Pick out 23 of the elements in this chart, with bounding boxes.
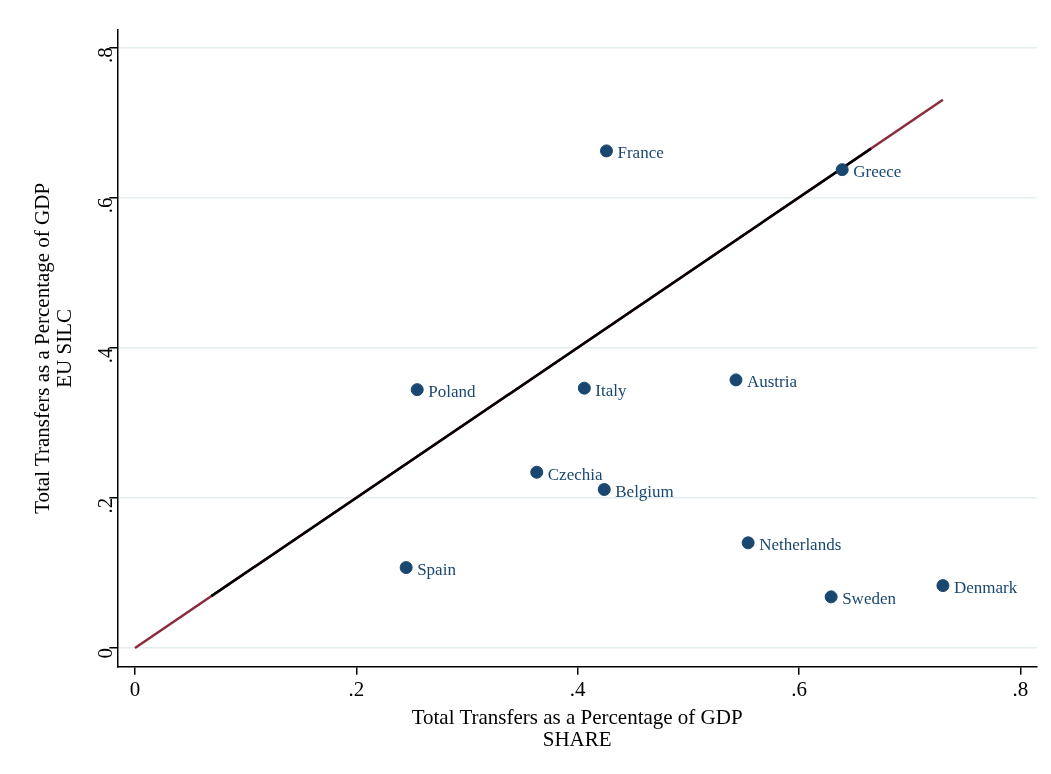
series-label: Belgium (615, 481, 674, 501)
x-tick-label: .2 (348, 676, 365, 701)
y-axis-title: Total Transfers as a Percentage of GDP EU SILC (29, 182, 76, 514)
y-tick-label: .6 (92, 197, 117, 214)
series-label: Netherlands (759, 535, 842, 555)
y-tick-label: .4 (92, 347, 117, 364)
series-label: Denmark (953, 578, 1018, 598)
x-tick-label: .6 (791, 676, 807, 701)
y-tick-label: .2 (92, 497, 117, 514)
series-label: France (617, 143, 664, 163)
series-label: Spain (417, 560, 457, 580)
x-tick-label: .8 (1012, 676, 1029, 701)
series-label: Czechia (547, 464, 603, 484)
series-label: Sweden (842, 589, 897, 609)
x-tick-label: 0 (129, 676, 141, 701)
series-label: Greece (853, 162, 902, 182)
series-label: Poland (428, 382, 476, 402)
x-axis-title: Total Transfers as a Percentage of GDP SHARE (411, 705, 743, 752)
series-label: Austria (746, 372, 798, 392)
series-label: Italy (595, 380, 627, 400)
y-tick-label: 0 (92, 647, 117, 659)
x-tick-label: .4 (569, 676, 587, 701)
y-tick-label: .8 (92, 47, 117, 64)
